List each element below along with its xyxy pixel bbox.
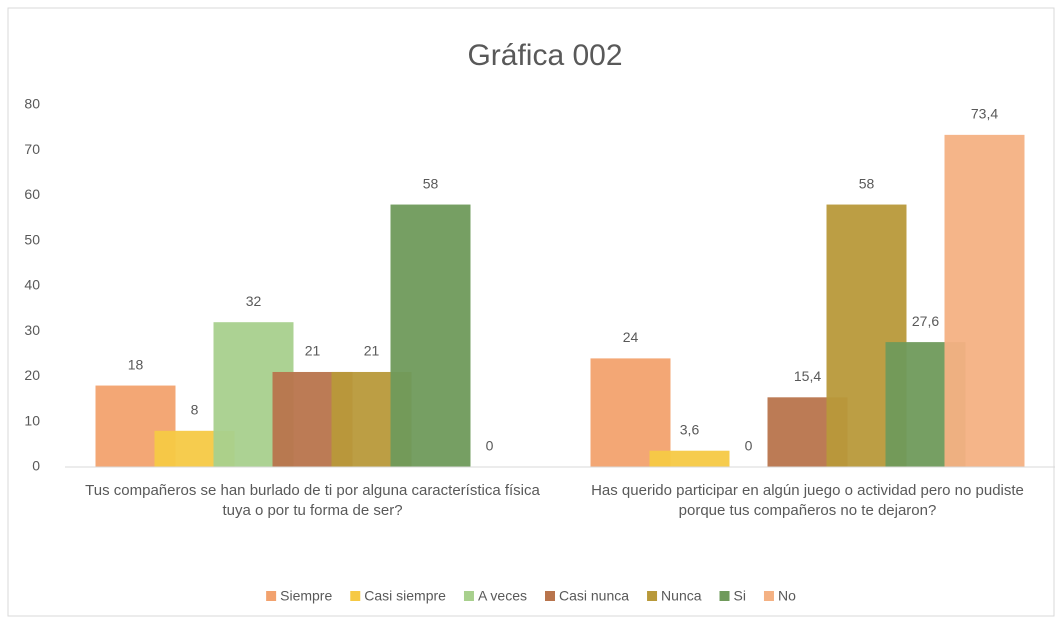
- legend-label: No: [778, 588, 796, 604]
- y-tick-label: 50: [24, 231, 40, 247]
- x-tick-label-box: Tus compañeros se han burlado de ti por …: [85, 482, 540, 519]
- y-tick-label: 10: [24, 412, 40, 428]
- legend-label: Nunca: [661, 588, 702, 604]
- x-tick-label: Has querido participar en algún juego o …: [591, 482, 1024, 519]
- legend-swatch: [545, 591, 555, 601]
- data-label: 58: [859, 175, 875, 191]
- x-tick-label: Tus compañeros se han burlado de ti por …: [85, 482, 540, 519]
- data-label: 0: [745, 438, 753, 454]
- data-label: 21: [364, 343, 380, 359]
- data-label: 15,4: [794, 368, 821, 384]
- y-tick-label: 40: [24, 277, 40, 293]
- legend-label: Casi siempre: [364, 588, 446, 604]
- legend-swatch: [350, 591, 361, 601]
- legend-label: Siempre: [280, 588, 332, 604]
- bar: [649, 450, 730, 467]
- bar: [590, 358, 671, 467]
- legend-swatch: [463, 591, 474, 601]
- data-label: 18: [128, 356, 144, 372]
- legend-label: Si: [734, 588, 746, 604]
- legend-label: Casi nunca: [559, 588, 629, 604]
- y-tick-label: 70: [24, 141, 40, 157]
- data-label: 0: [486, 438, 494, 454]
- data-label: 24: [623, 329, 639, 345]
- data-label: 3,6: [680, 421, 700, 437]
- chart-title: Gráfica 002: [467, 39, 622, 72]
- data-label: 58: [423, 175, 439, 191]
- y-tick-label: 80: [24, 96, 40, 112]
- legend-swatch: [647, 591, 658, 601]
- legend-label: A veces: [478, 588, 527, 604]
- y-tick-label: 20: [24, 367, 40, 383]
- y-tick-label: 60: [24, 186, 40, 202]
- y-tick-label: 0: [32, 458, 40, 474]
- y-tick-label: 30: [24, 322, 40, 338]
- x-tick-label-box: Has querido participar en algún juego o …: [591, 482, 1024, 519]
- bar: [944, 134, 1025, 468]
- legend-swatch: [266, 591, 277, 601]
- data-label: 8: [191, 402, 199, 418]
- legend: Siempre Casi siempre A veces Casi nunca Nunc…: [266, 588, 796, 604]
- data-label: 73,4: [971, 106, 998, 122]
- legend-swatch: [763, 591, 774, 601]
- data-label: 32: [246, 293, 262, 309]
- legend-swatch: [719, 591, 730, 601]
- data-label: 21: [305, 343, 321, 359]
- bar: [390, 204, 471, 468]
- data-label: 27,6: [912, 313, 939, 329]
